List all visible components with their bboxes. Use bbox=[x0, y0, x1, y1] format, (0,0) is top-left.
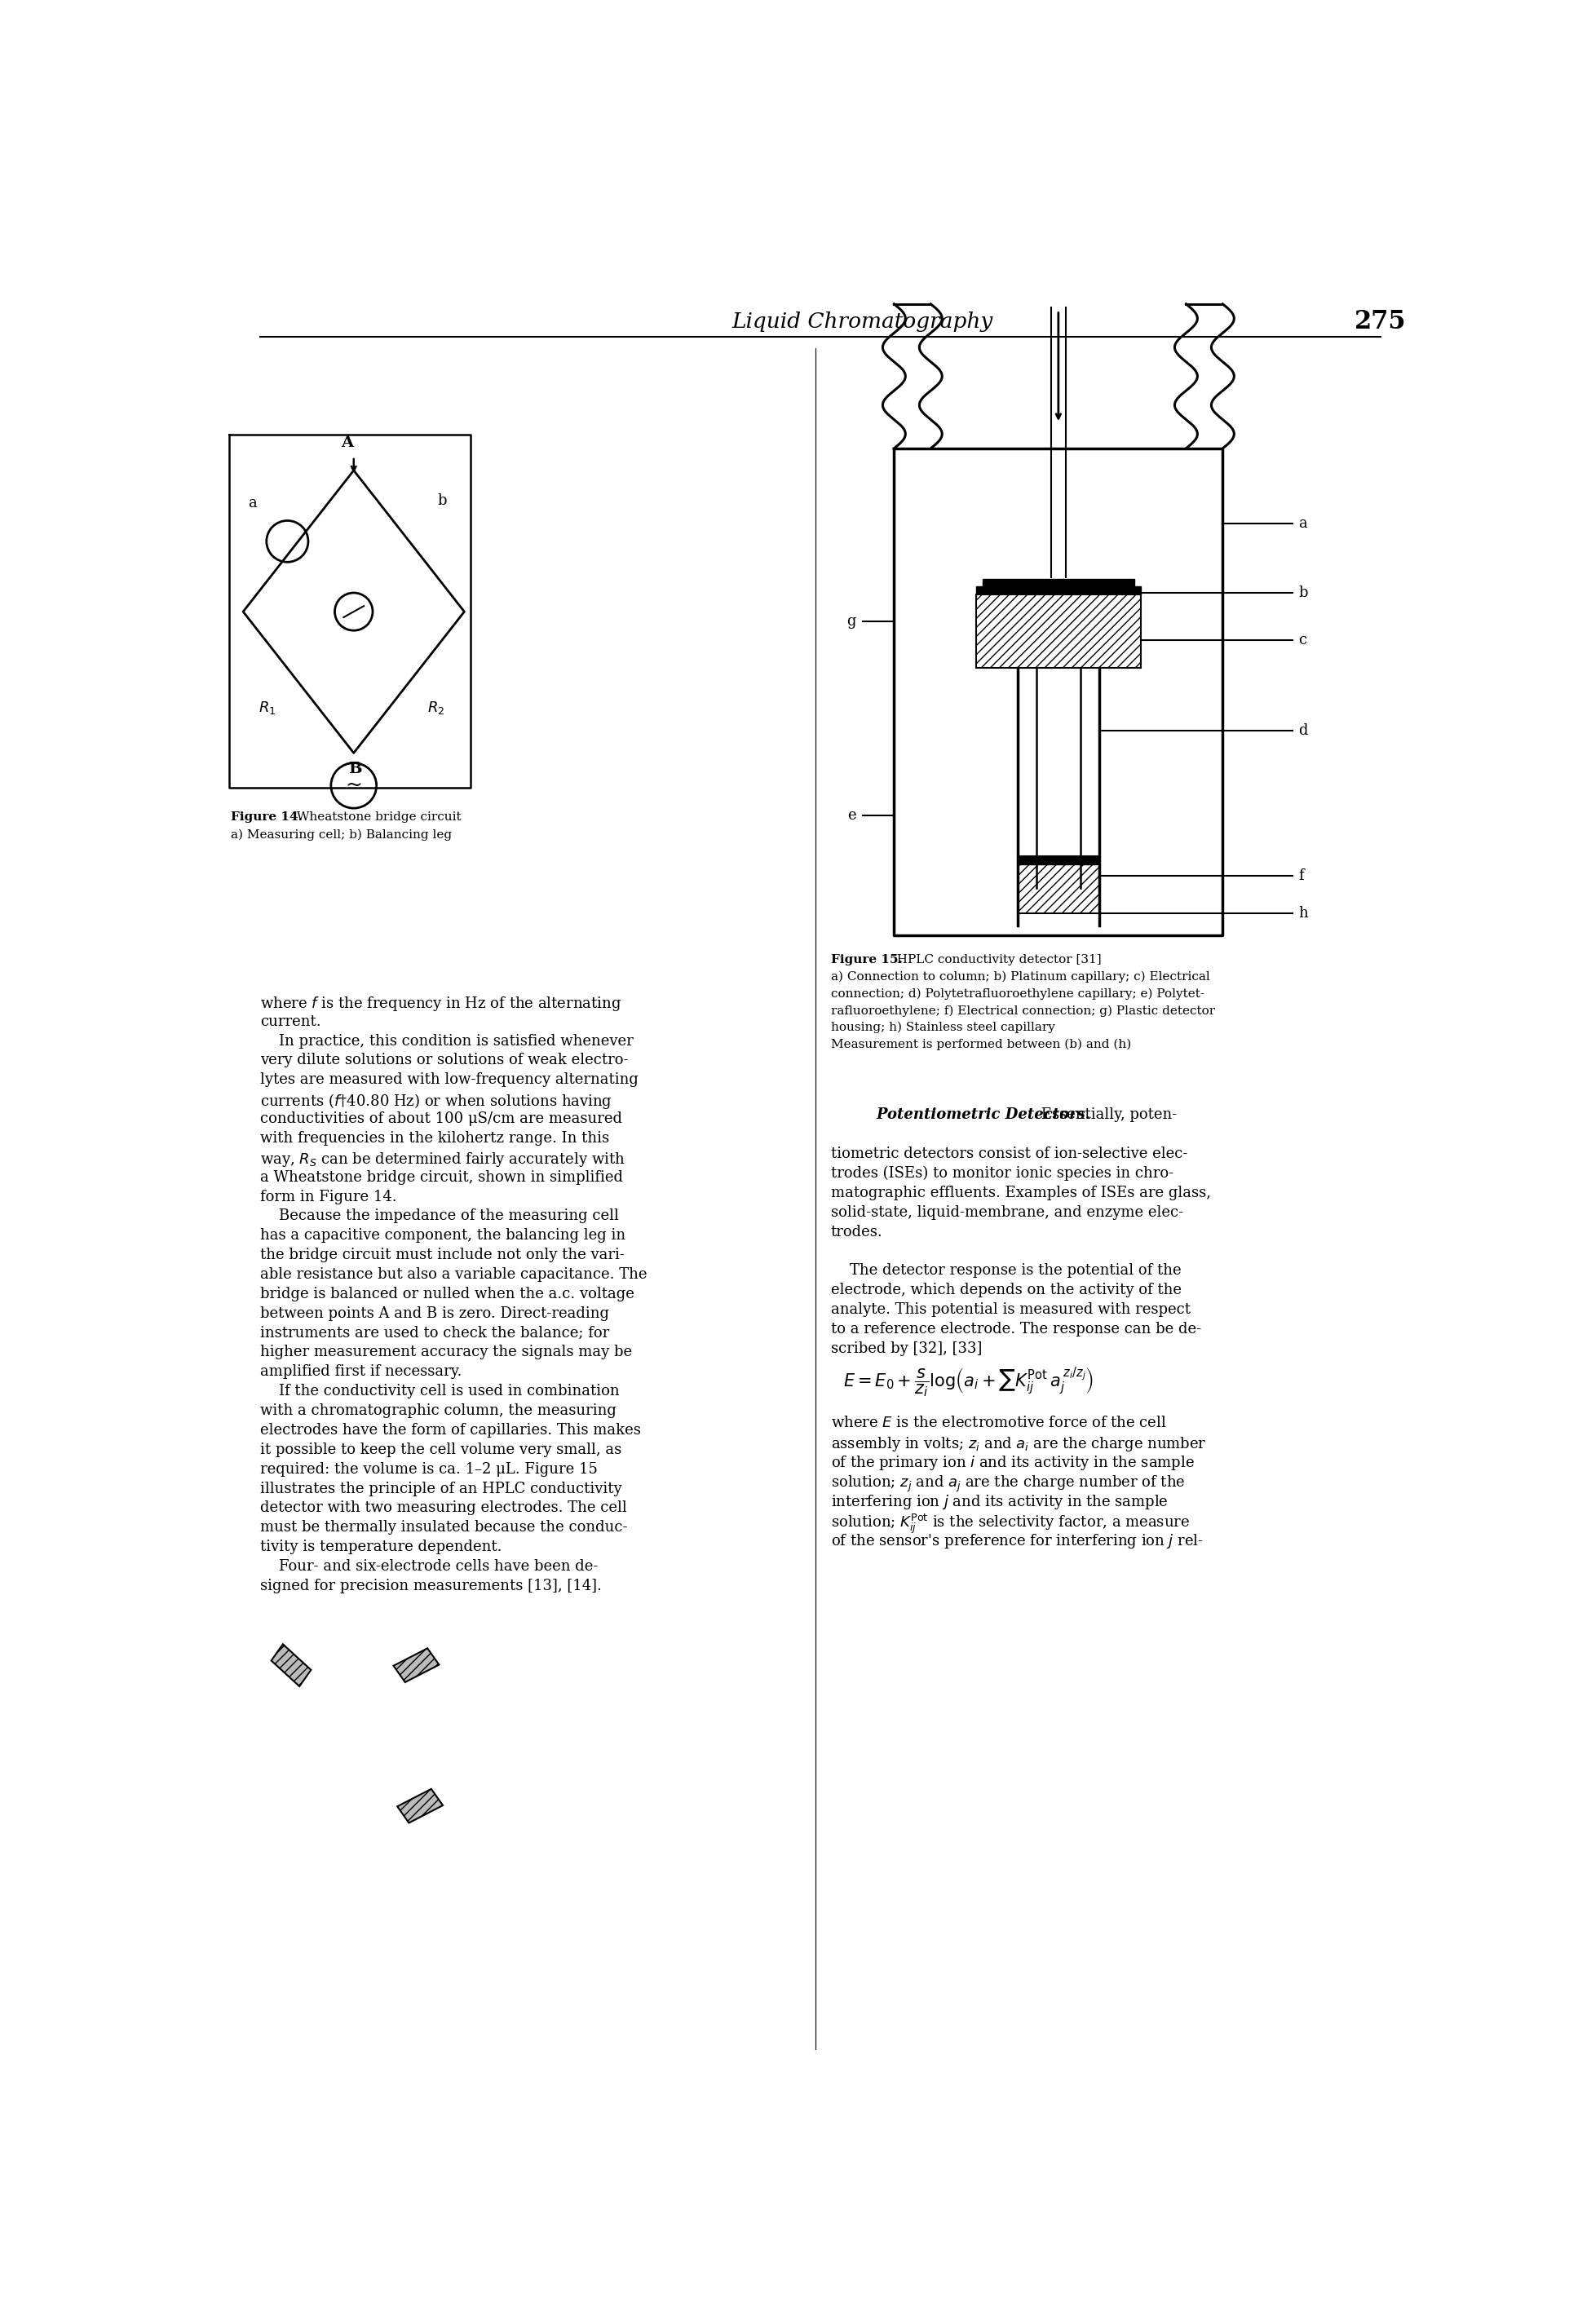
Text: between points A and B is zero. Direct-reading: between points A and B is zero. Direct-r… bbox=[261, 1306, 609, 1320]
Text: b: b bbox=[438, 493, 447, 509]
Text: a: a bbox=[248, 495, 256, 509]
Text: has a capacitive component, the balancing leg in: has a capacitive component, the balancin… bbox=[261, 1229, 625, 1243]
Text: g: g bbox=[846, 614, 856, 627]
Text: A: A bbox=[340, 435, 353, 451]
Text: bridge is balanced or nulled when the a.c. voltage: bridge is balanced or nulled when the a.… bbox=[261, 1287, 635, 1301]
Text: currents ($f$†40․80 Hz) or when solutions having: currents ($f$†40․80 Hz) or when solution… bbox=[261, 1092, 613, 1111]
Text: e: e bbox=[848, 809, 856, 823]
Text: amplified first if necessary.: amplified first if necessary. bbox=[261, 1364, 461, 1378]
Text: Because the impedance of the measuring cell: Because the impedance of the measuring c… bbox=[261, 1208, 619, 1222]
Text: B: B bbox=[348, 762, 363, 776]
Text: HPLC conductivity detector [31]: HPLC conductivity detector [31] bbox=[889, 953, 1101, 964]
Text: Potentiometric Detectors.: Potentiometric Detectors. bbox=[856, 1109, 1090, 1122]
Text: very dilute solutions or solutions of weak electro-: very dilute solutions or solutions of we… bbox=[261, 1053, 628, 1067]
Text: instruments are used to check the balance; for: instruments are used to check the balanc… bbox=[261, 1325, 609, 1341]
Polygon shape bbox=[398, 1789, 442, 1822]
Text: f: f bbox=[1298, 869, 1305, 883]
Text: a Wheatstone bridge circuit, shown in simplified: a Wheatstone bridge circuit, shown in si… bbox=[261, 1169, 624, 1185]
Polygon shape bbox=[393, 1648, 439, 1683]
Text: electrodes have the form of capillaries. This makes: electrodes have the form of capillaries.… bbox=[261, 1422, 641, 1439]
Text: to a reference electrode. The response can be de-: to a reference electrode. The response c… bbox=[831, 1322, 1201, 1336]
Text: signed for precision measurements [13], [14].: signed for precision measurements [13], … bbox=[261, 1578, 601, 1594]
Text: d: d bbox=[1298, 723, 1308, 739]
Text: ~: ~ bbox=[345, 776, 363, 795]
Text: of the sensor's preference for interfering ion $j$ rel-: of the sensor's preference for interferi… bbox=[831, 1532, 1203, 1550]
Text: a: a bbox=[1298, 516, 1308, 532]
Text: Four- and six-electrode cells have been de-: Four- and six-electrode cells have been … bbox=[261, 1559, 598, 1573]
Text: way, $R_S$ can be determined fairly accurately with: way, $R_S$ can be determined fairly accu… bbox=[261, 1150, 625, 1169]
Text: The detector response is the potential of the: The detector response is the potential o… bbox=[831, 1264, 1181, 1278]
Text: $R_2$: $R_2$ bbox=[428, 700, 445, 716]
Text: the bridge circuit must include not only the vari-: the bridge circuit must include not only… bbox=[261, 1248, 625, 1262]
Text: c: c bbox=[1298, 632, 1306, 648]
Text: Liquid Chromatography: Liquid Chromatography bbox=[732, 311, 993, 332]
Text: higher measurement accuracy the signals may be: higher measurement accuracy the signals … bbox=[261, 1346, 632, 1360]
Text: housing; h) Stainless steel capillary: housing; h) Stainless steel capillary bbox=[831, 1023, 1055, 1034]
Text: conductivities of about 100 μS/cm are measured: conductivities of about 100 μS/cm are me… bbox=[261, 1111, 622, 1127]
Text: solid-state, liquid-membrane, and enzyme elec-: solid-state, liquid-membrane, and enzyme… bbox=[831, 1206, 1184, 1220]
Text: analyte. This potential is measured with respect: analyte. This potential is measured with… bbox=[831, 1301, 1190, 1318]
Bar bbox=[1017, 858, 1099, 913]
Bar bbox=[977, 595, 1141, 669]
Text: b: b bbox=[1298, 586, 1308, 600]
Text: able resistance but also a variable capacitance. The: able resistance but also a variable capa… bbox=[261, 1267, 648, 1283]
Text: must be thermally insulated because the conduc-: must be thermally insulated because the … bbox=[261, 1520, 627, 1534]
Text: form in Figure 14.: form in Figure 14. bbox=[261, 1190, 396, 1204]
Text: solution; $z_j$ and $a_j$ are the charge number of the: solution; $z_j$ and $a_j$ are the charge… bbox=[831, 1473, 1185, 1494]
Text: assembly in volts; $z_i$ and $a_i$ are the charge number: assembly in volts; $z_i$ and $a_i$ are t… bbox=[831, 1434, 1206, 1452]
Bar bbox=[1017, 858, 1099, 865]
Text: h: h bbox=[1298, 906, 1308, 920]
Text: where $E$ is the electromotive force of the cell: where $E$ is the electromotive force of … bbox=[831, 1415, 1166, 1429]
Text: $R_1$: $R_1$ bbox=[258, 700, 275, 716]
Bar bbox=[977, 586, 1141, 595]
Text: a) Connection to column; b) Platinum capillary; c) Electrical: a) Connection to column; b) Platinum cap… bbox=[831, 971, 1209, 983]
Text: trodes.: trodes. bbox=[831, 1225, 883, 1239]
Text: trodes (ISEs) to monitor ionic species in chro-: trodes (ISEs) to monitor ionic species i… bbox=[831, 1167, 1174, 1181]
Text: rafluoroethylene; f) Electrical connection; g) Plastic detector: rafluoroethylene; f) Electrical connecti… bbox=[831, 1004, 1216, 1016]
Polygon shape bbox=[270, 1643, 310, 1687]
Text: In practice, this condition is satisfied whenever: In practice, this condition is satisfied… bbox=[261, 1034, 633, 1048]
Text: with frequencies in the kilohertz range. In this: with frequencies in the kilohertz range.… bbox=[261, 1132, 609, 1146]
Text: Measurement is performed between (b) and (h): Measurement is performed between (b) and… bbox=[831, 1039, 1131, 1050]
Text: it possible to keep the cell volume very small, as: it possible to keep the cell volume very… bbox=[261, 1443, 622, 1457]
Text: $E = E_0 + \dfrac{s}{z_i} \log\!\left(a_i + \sum K_{ij}^{\mathrm{Pot}}\, a_j^{\,: $E = E_0 + \dfrac{s}{z_i} \log\!\left(a_… bbox=[843, 1364, 1095, 1399]
Text: If the conductivity cell is used in combination: If the conductivity cell is used in comb… bbox=[261, 1385, 619, 1399]
Text: where $f$ is the frequency in Hz of the alternating: where $f$ is the frequency in Hz of the … bbox=[261, 995, 622, 1013]
Text: required: the volume is ca. 1–2 μL. Figure 15: required: the volume is ca. 1–2 μL. Figu… bbox=[261, 1462, 598, 1476]
Text: Figure 15.: Figure 15. bbox=[831, 953, 902, 964]
Text: connection; d) Polytetrafluoroethylene capillary; e) Polytet-: connection; d) Polytetrafluoroethylene c… bbox=[831, 988, 1204, 999]
Bar bbox=[983, 579, 1134, 586]
Text: current.: current. bbox=[261, 1013, 321, 1030]
Text: 275: 275 bbox=[1356, 309, 1406, 335]
Text: lytes are measured with low-frequency alternating: lytes are measured with low-frequency al… bbox=[261, 1074, 638, 1088]
Text: scribed by [32], [33]: scribed by [32], [33] bbox=[831, 1341, 982, 1355]
Text: tivity is temperature dependent.: tivity is temperature dependent. bbox=[261, 1541, 503, 1555]
Text: with a chromatographic column, the measuring: with a chromatographic column, the measu… bbox=[261, 1404, 616, 1418]
Text: solution; $K_{ij}^{\mathrm{Pot}}$ is the selectivity factor, a measure: solution; $K_{ij}^{\mathrm{Pot}}$ is the… bbox=[831, 1513, 1190, 1536]
Text: Figure 14.: Figure 14. bbox=[231, 811, 302, 823]
Text: of the primary ion $i$ and its activity in the sample: of the primary ion $i$ and its activity … bbox=[831, 1455, 1195, 1471]
Text: illustrates the principle of an HPLC conductivity: illustrates the principle of an HPLC con… bbox=[261, 1480, 622, 1497]
Text: matographic effluents. Examples of ISEs are glass,: matographic effluents. Examples of ISEs … bbox=[831, 1185, 1211, 1199]
Text: tiometric detectors consist of ion-selective elec-: tiometric detectors consist of ion-selec… bbox=[831, 1146, 1187, 1162]
Text: Wheatstone bridge circuit: Wheatstone bridge circuit bbox=[288, 811, 461, 823]
Text: interfering ion $j$ and its activity in the sample: interfering ion $j$ and its activity in … bbox=[831, 1494, 1168, 1511]
Text: electrode, which depends on the activity of the: electrode, which depends on the activity… bbox=[831, 1283, 1182, 1297]
Text: detector with two measuring electrodes. The cell: detector with two measuring electrodes. … bbox=[261, 1501, 627, 1515]
Text: a) Measuring cell; b) Balancing leg: a) Measuring cell; b) Balancing leg bbox=[231, 830, 452, 841]
Text: Essentially, poten-: Essentially, poten- bbox=[1036, 1109, 1177, 1122]
